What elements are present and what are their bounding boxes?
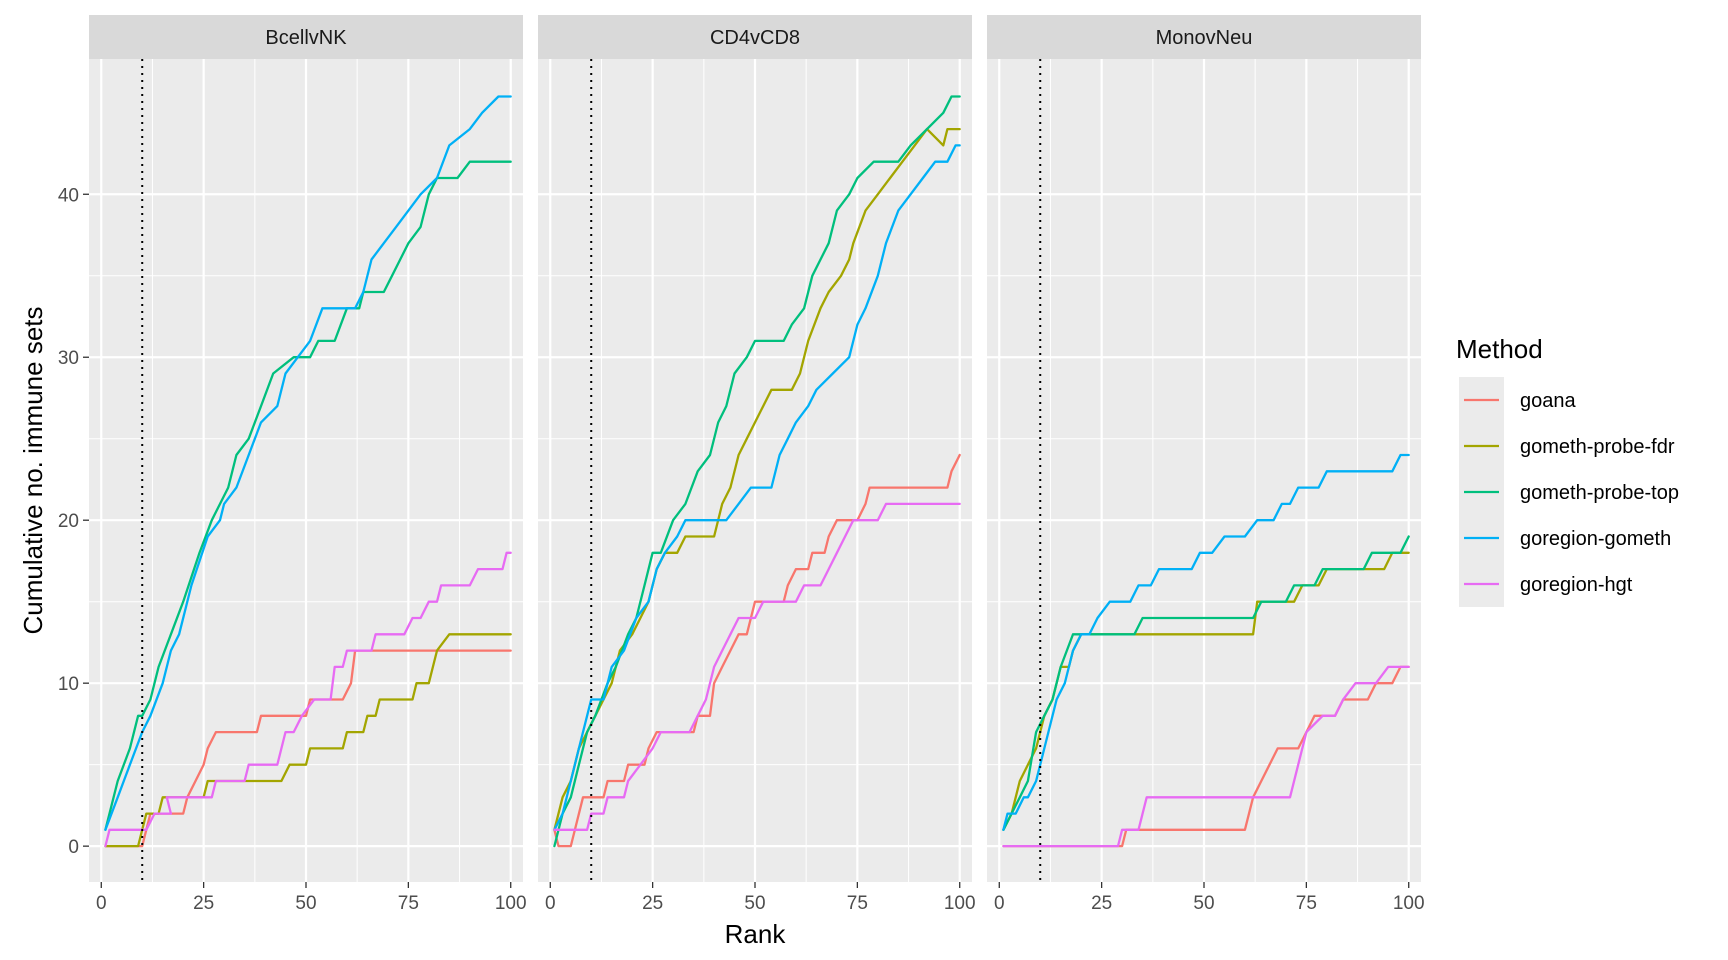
x-tick-label: 25 <box>642 893 663 914</box>
facet-panel-BcellvNK: BcellvNK 0 25 50 75 100 <box>89 15 527 914</box>
gridlines <box>538 59 972 882</box>
x-tick-label: 100 <box>944 893 976 914</box>
legend-label: goregion-hgt <box>1520 574 1633 596</box>
legend-label: goregion-gometh <box>1520 528 1671 550</box>
y-tick-label: 20 <box>58 511 79 532</box>
facet-strip <box>538 15 972 59</box>
legend-item: goregion-gometh <box>1464 528 1671 550</box>
series-line-goregion-hgt <box>1002 665 1410 848</box>
legend-title: Method <box>1456 334 1543 364</box>
x-axis: 0 25 50 75 100 <box>994 882 1425 914</box>
series-lines <box>104 95 512 848</box>
legend-item: goregion-hgt <box>1464 574 1633 596</box>
series-line-goana <box>553 453 961 848</box>
y-tick-label: 30 <box>58 348 79 369</box>
gridlines <box>987 59 1421 882</box>
series-line-gometh-probe-top <box>104 160 512 831</box>
y-axis: 0 10 20 30 40 <box>58 185 89 858</box>
x-tick-label: 0 <box>545 893 556 914</box>
facet-strip <box>89 15 523 59</box>
facet-strip-label: CD4vCD8 <box>710 27 800 49</box>
series-lines <box>553 95 961 848</box>
facet-panel-MonovNeu: MonovNeu 0 25 50 75 100 <box>987 15 1425 914</box>
legend-label: gometh-probe-top <box>1520 482 1679 504</box>
facet-panels: 0 10 20 30 40 BcellvNK 0 25 50 75 100 CD4vCD8 0 25 50 7… <box>58 15 1425 914</box>
x-tick-label: 100 <box>1393 893 1425 914</box>
y-axis-title: Cumulative no. immune sets <box>18 306 48 634</box>
gridlines <box>89 59 523 882</box>
x-tick-label: 0 <box>994 893 1005 914</box>
facet-strip <box>987 15 1421 59</box>
series-lines <box>1002 453 1410 848</box>
legend-label: goana <box>1520 390 1576 412</box>
series-line-goregion-gometh <box>104 95 512 831</box>
x-axis: 0 25 50 75 100 <box>96 882 527 914</box>
x-tick-label: 50 <box>295 893 316 914</box>
legend-item: gometh-probe-top <box>1464 482 1679 504</box>
facet-strip-label: BcellvNK <box>265 27 347 49</box>
series-line-gometh-probe-fdr <box>553 127 961 831</box>
facet-strip-label: MonovNeu <box>1156 27 1253 49</box>
x-tick-label: 75 <box>398 893 419 914</box>
series-line-gometh-probe-top <box>1002 535 1410 831</box>
series-line-goregion-hgt <box>104 551 512 848</box>
x-tick-label: 25 <box>193 893 214 914</box>
x-tick-label: 25 <box>1091 893 1112 914</box>
y-tick-label: 10 <box>58 674 79 695</box>
facet-panel-CD4vCD8: CD4vCD8 0 25 50 75 100 <box>538 15 976 914</box>
x-tick-label: 50 <box>1193 893 1214 914</box>
x-tick-label: 50 <box>744 893 765 914</box>
x-axis: 0 25 50 75 100 <box>545 882 976 914</box>
x-tick-label: 75 <box>1296 893 1317 914</box>
x-tick-label: 75 <box>847 893 868 914</box>
x-tick-label: 100 <box>495 893 527 914</box>
legend: Method goana gometh-probe-fdr gometh-probe… <box>1456 334 1679 607</box>
x-axis-title: Rank <box>725 919 787 949</box>
series-line-goregion-gometh <box>553 144 961 831</box>
y-tick-label: 0 <box>68 837 79 858</box>
legend-item: goana <box>1464 390 1576 412</box>
series-line-goana <box>104 649 512 848</box>
y-tick-label: 40 <box>58 185 79 206</box>
series-line-goregion-hgt <box>553 502 961 831</box>
series-line-goregion-gometh <box>1002 453 1410 831</box>
legend-item: gometh-probe-fdr <box>1464 436 1675 458</box>
legend-label: gometh-probe-fdr <box>1520 436 1675 458</box>
x-tick-label: 0 <box>96 893 107 914</box>
